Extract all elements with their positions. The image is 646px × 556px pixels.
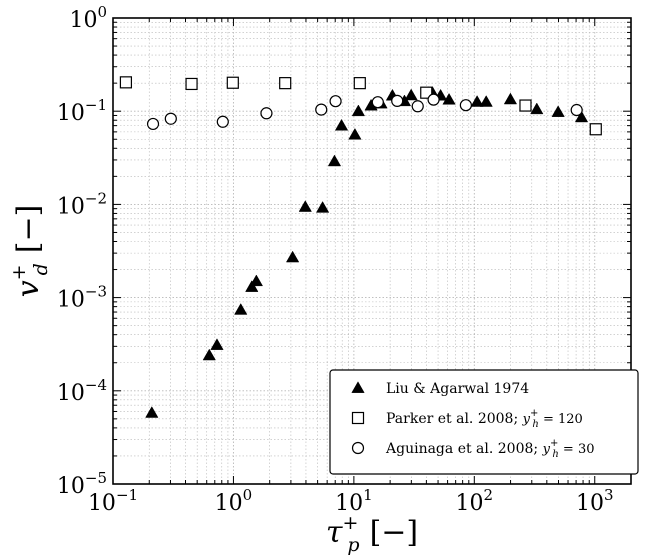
- parker-point: [186, 78, 197, 89]
- x-tick-label: 10−1: [88, 486, 138, 516]
- parker-point: [120, 77, 131, 88]
- liu-agarwal-point: [328, 155, 340, 166]
- liu-agarwal-point: [250, 275, 262, 286]
- legend-circle-marker: [353, 443, 364, 454]
- liu-agarwal-point: [531, 103, 543, 114]
- liu-agarwal-point: [299, 201, 311, 212]
- parker-point: [590, 124, 601, 135]
- data-marks: [120, 77, 601, 418]
- x-tick-label: 102: [456, 486, 494, 516]
- y-tick-label: 10−2: [57, 189, 107, 219]
- aguinaga-point: [428, 94, 439, 105]
- legend: Liu & Agarwal 1974 Parker et al. 2008; y…: [330, 370, 638, 474]
- liu-agarwal-point: [480, 96, 492, 107]
- y-tick-label: 10−1: [57, 96, 107, 126]
- legend-entry-parker: Parker et al. 2008; y+ h = 120: [386, 408, 583, 430]
- liu-agarwal-point: [286, 251, 298, 262]
- liu-agarwal-point: [235, 304, 247, 315]
- y-tick-label: 100: [69, 3, 107, 33]
- aguinaga-point: [392, 95, 403, 106]
- aguinaga-point: [217, 116, 228, 127]
- aguinaga-point: [261, 108, 272, 119]
- aguinaga-point: [148, 118, 159, 129]
- legend-entry-liu-agarwal: Liu & Agarwal 1974: [386, 381, 529, 397]
- x-tick-label: 103: [576, 486, 614, 516]
- x-tick-label: 100: [215, 486, 253, 516]
- liu-agarwal-point: [335, 119, 347, 130]
- parker-point: [520, 100, 531, 111]
- aguinaga-point: [460, 100, 471, 111]
- liu-agarwal-point: [316, 202, 328, 213]
- aguinaga-point: [412, 101, 423, 112]
- x-axis-label: τ+ p [−]: [326, 512, 418, 556]
- legend-entry-aguinaga: Aguinaga et al. 2008; y+ h = 30: [385, 438, 594, 460]
- parker-point: [227, 77, 238, 88]
- aguinaga-point: [316, 104, 327, 115]
- aguinaga-point: [165, 113, 176, 124]
- liu-agarwal-point: [405, 89, 417, 100]
- y-tick-label: 10−4: [57, 376, 107, 406]
- liu-agarwal-point: [203, 349, 215, 360]
- liu-agarwal-point: [349, 128, 361, 139]
- legend-square-marker: [353, 413, 364, 424]
- parker-point: [354, 78, 365, 89]
- liu-agarwal-point: [211, 339, 223, 350]
- y-tick-label: 10−3: [57, 283, 107, 313]
- parker-point: [280, 78, 291, 89]
- liu-agarwal-point: [146, 407, 158, 418]
- liu-agarwal-point: [504, 93, 516, 104]
- aguinaga-point: [372, 97, 383, 108]
- y-axis-label: v+d[−]: [8, 205, 52, 298]
- aguinaga-point: [330, 96, 341, 107]
- aguinaga-point: [571, 105, 582, 116]
